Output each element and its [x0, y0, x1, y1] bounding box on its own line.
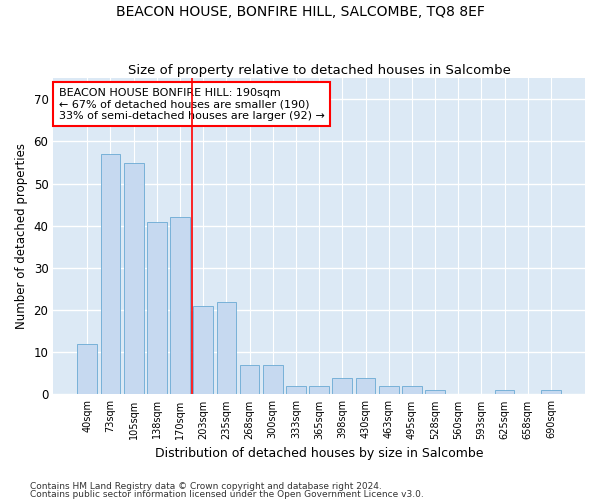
- Title: Size of property relative to detached houses in Salcombe: Size of property relative to detached ho…: [128, 64, 511, 77]
- Bar: [240, 365, 259, 394]
- Bar: [379, 386, 398, 394]
- Bar: [124, 162, 143, 394]
- Text: Contains public sector information licensed under the Open Government Licence v3: Contains public sector information licen…: [30, 490, 424, 499]
- Bar: [332, 378, 352, 394]
- Bar: [309, 386, 329, 394]
- Bar: [356, 378, 376, 394]
- Bar: [170, 218, 190, 394]
- Bar: [147, 222, 167, 394]
- X-axis label: Distribution of detached houses by size in Salcombe: Distribution of detached houses by size …: [155, 447, 484, 460]
- Text: Contains HM Land Registry data © Crown copyright and database right 2024.: Contains HM Land Registry data © Crown c…: [30, 482, 382, 491]
- Y-axis label: Number of detached properties: Number of detached properties: [15, 144, 28, 330]
- Bar: [193, 306, 213, 394]
- Bar: [402, 386, 422, 394]
- Bar: [263, 365, 283, 394]
- Text: BEACON HOUSE BONFIRE HILL: 190sqm
← 67% of detached houses are smaller (190)
33%: BEACON HOUSE BONFIRE HILL: 190sqm ← 67% …: [59, 88, 325, 121]
- Bar: [101, 154, 121, 394]
- Bar: [425, 390, 445, 394]
- Bar: [77, 344, 97, 395]
- Bar: [495, 390, 514, 394]
- Bar: [286, 386, 306, 394]
- Text: BEACON HOUSE, BONFIRE HILL, SALCOMBE, TQ8 8EF: BEACON HOUSE, BONFIRE HILL, SALCOMBE, TQ…: [116, 5, 484, 19]
- Bar: [541, 390, 561, 394]
- Bar: [217, 302, 236, 394]
